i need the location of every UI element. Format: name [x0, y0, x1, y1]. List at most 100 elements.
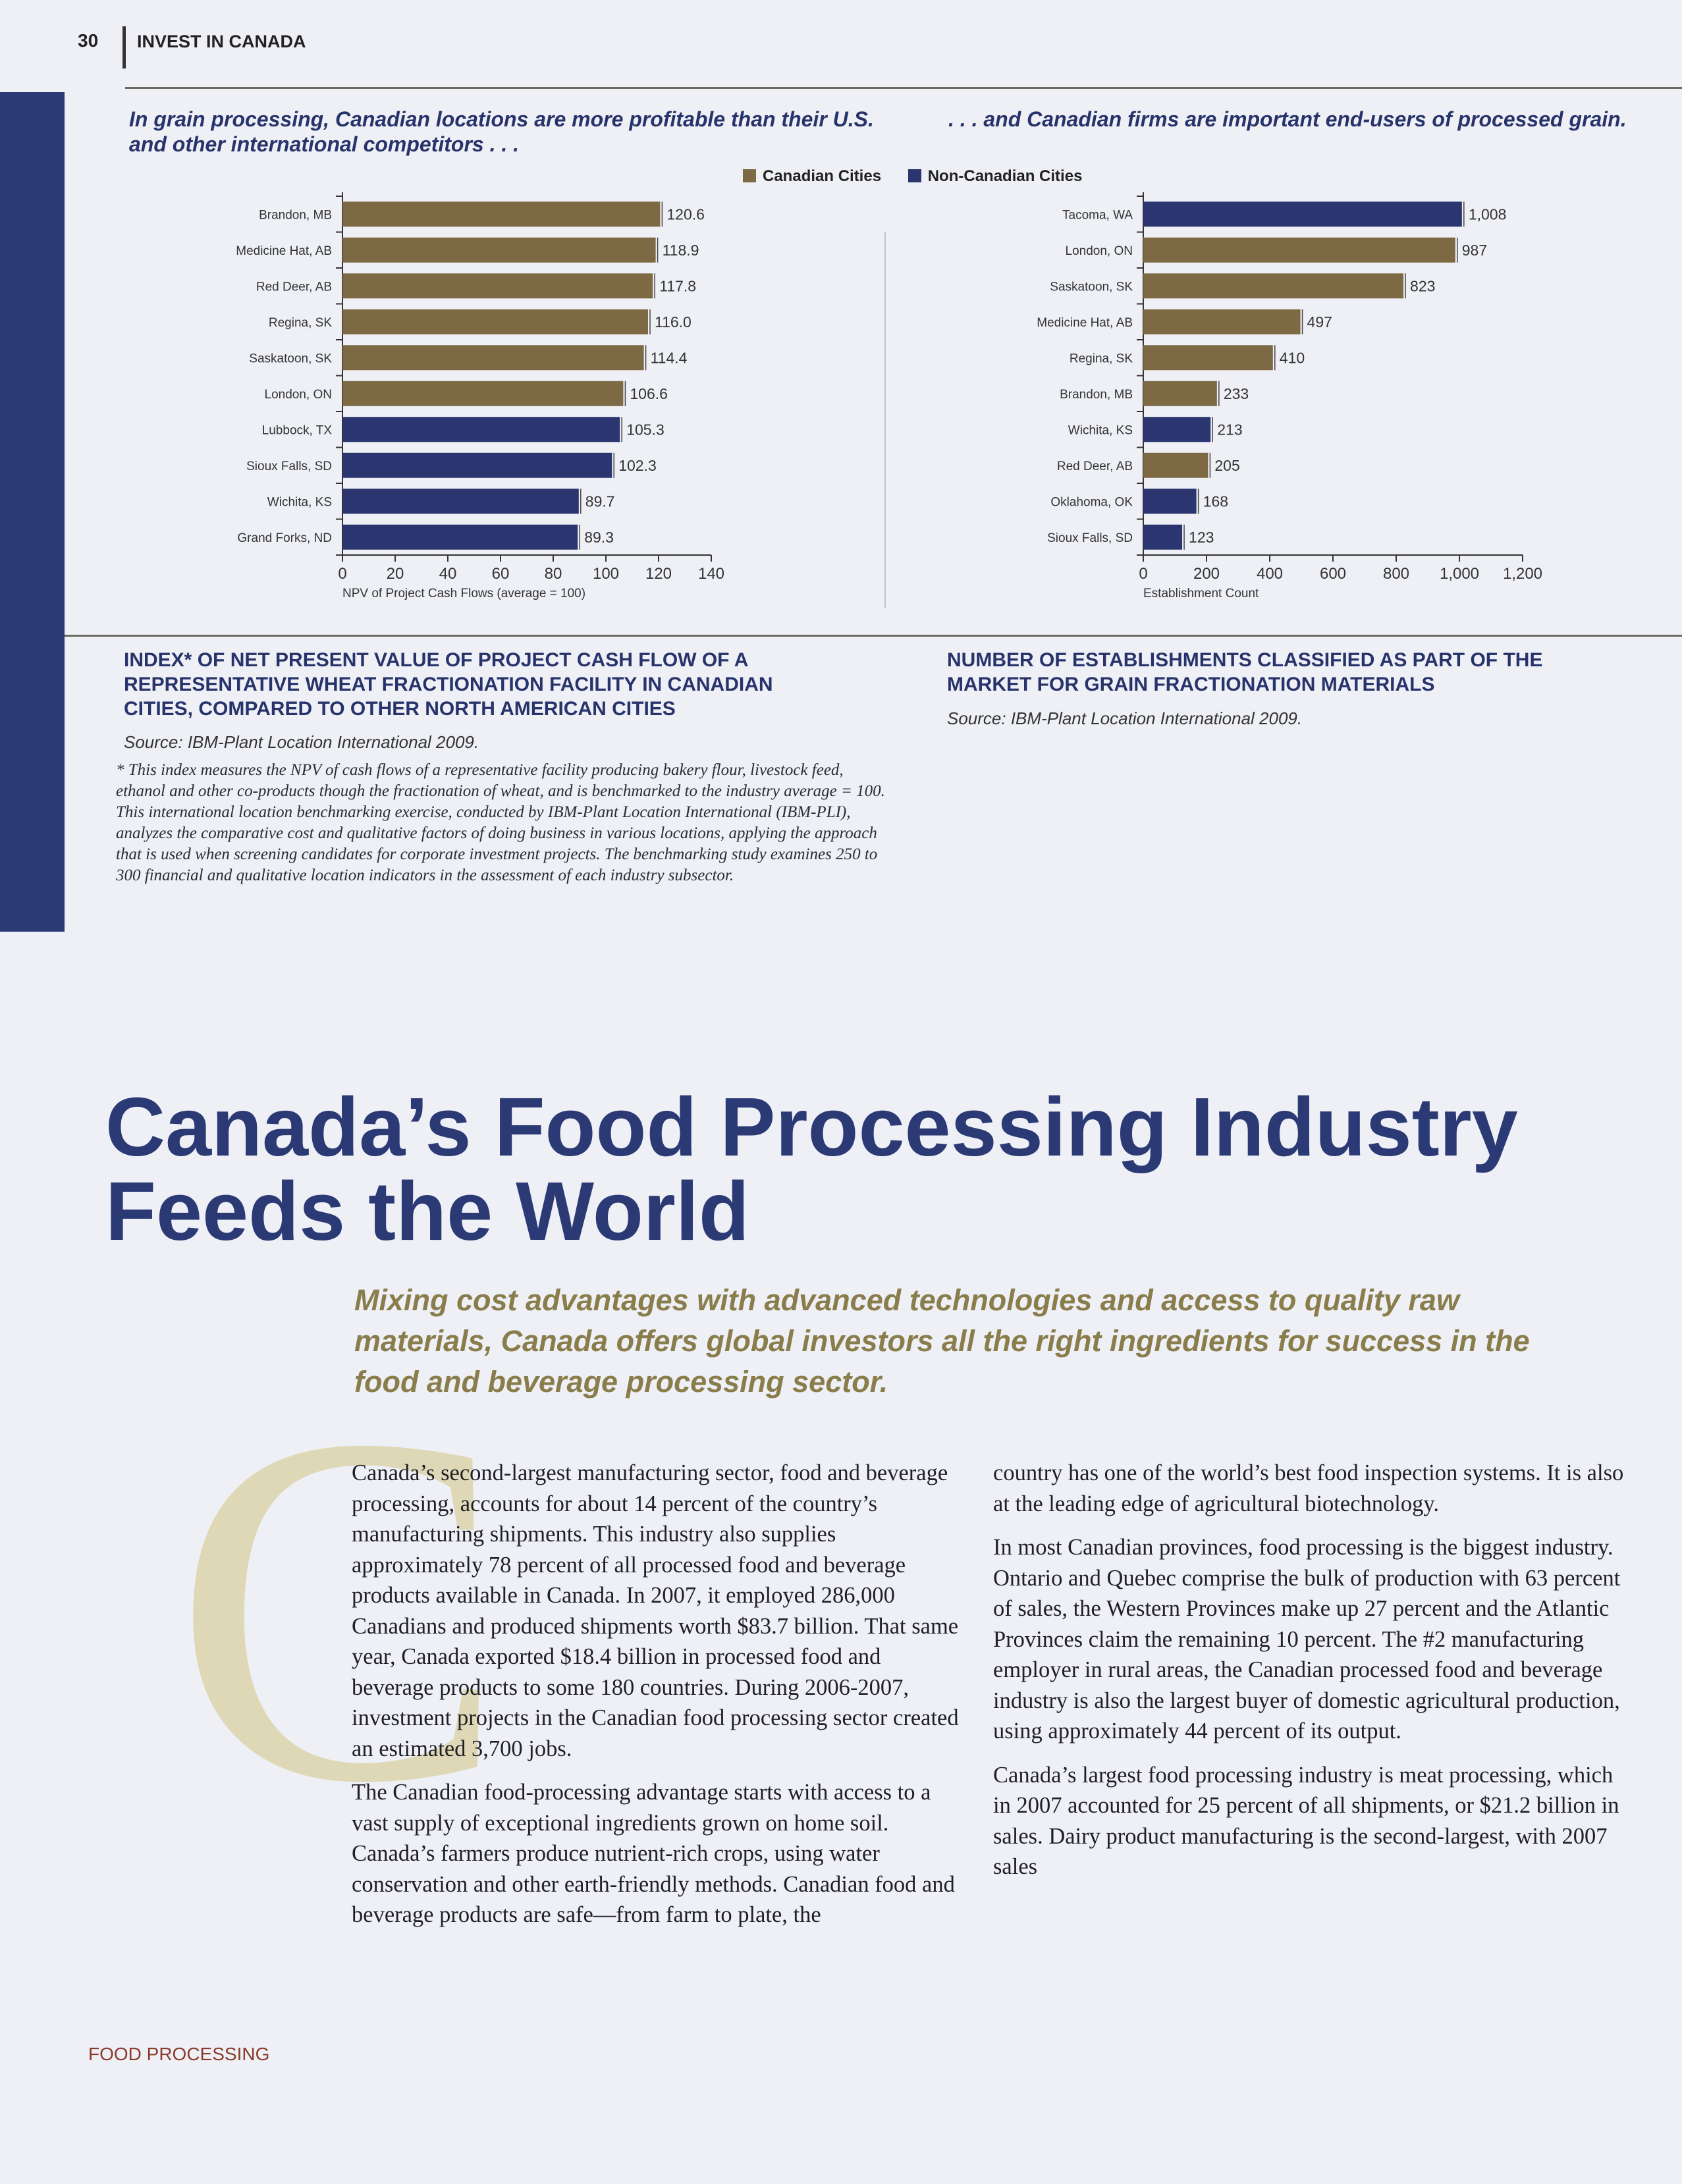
category-label: Regina, SK [1070, 352, 1133, 365]
x-tick-label: 140 [698, 565, 724, 583]
x-tick-label: 200 [1193, 565, 1220, 583]
category-label: London, ON [265, 388, 332, 402]
legend-swatch-non-canadian [908, 169, 921, 182]
legend-swatch-canadian [743, 169, 756, 182]
legend-item-canadian: Canadian Cities [743, 167, 881, 186]
category-label: Brandon, MB [1060, 388, 1133, 402]
article-title-line-2: Feeds the World [105, 1165, 749, 1258]
article-column-2: country has one of the world’s best food… [993, 1458, 1625, 1896]
category-label: Brandon, MB [259, 208, 332, 222]
paragraph: country has one of the world’s best food… [993, 1460, 1624, 1516]
chart-footnote: * This index measures the NPV of cash fl… [116, 761, 885, 884]
x-tick-label: 0 [1139, 565, 1147, 583]
category-label: London, ON [1066, 244, 1133, 258]
bar [1143, 381, 1217, 406]
left-chart-caption: In grain processing, Canadian locations … [129, 107, 874, 156]
bar-value-label: 105.3 [626, 421, 665, 438]
bar [1143, 309, 1301, 334]
section-title: INVEST IN CANADA [137, 32, 306, 51]
establishment-count-bar-chart: Tacoma, WA 1,008 London, ON 987 Saskatoon, S… [1037, 192, 1542, 600]
left-heading-line-2: REPRESENTATIVE WHEAT FRACTIONATION FACIL… [124, 674, 773, 695]
bar [1143, 237, 1455, 263]
page-number: 30 [78, 30, 99, 51]
paragraph: In most Canadian provinces, food process… [993, 1535, 1621, 1744]
category-label: Regina, SK [269, 316, 332, 330]
legend-label-canadian: Canadian Cities [763, 167, 882, 185]
category-label: Sioux Falls, SD [246, 460, 332, 473]
article-title: Canada’s Food Processing Industry Feeds … [105, 1085, 1620, 1254]
bar [1143, 345, 1273, 371]
category-label: Red Deer, AB [256, 280, 332, 294]
right-chart-heading: NUMBER OF ESTABLISHMENTS CLASSIFIED AS P… [947, 648, 1619, 697]
x-tick-label: 120 [645, 565, 672, 583]
x-tick-label: 0 [338, 565, 346, 583]
header-separator [122, 26, 126, 68]
category-label: Wichita, KS [267, 495, 332, 509]
bar-value-label: 89.7 [585, 493, 615, 510]
bar [1143, 201, 1462, 227]
category-label: Saskatoon, SK [249, 352, 332, 365]
x-axis-title: Establishment Count [1143, 587, 1259, 600]
bar [342, 452, 612, 478]
footer-section-label: FOOD PROCESSING [88, 2044, 270, 2064]
article-subtitle: Mixing cost advantages with advanced tec… [354, 1283, 1530, 1398]
bar [342, 489, 579, 514]
bar-value-label: 410 [1280, 349, 1305, 366]
top-divider [125, 87, 1682, 89]
paragraph: Canada’s second-largest manufacturing se… [352, 1460, 959, 1761]
bar-value-label: 120.6 [666, 205, 705, 223]
bar-value-label: 114.4 [651, 349, 688, 366]
chart-divider [884, 232, 886, 608]
category-label: Medicine Hat, AB [236, 244, 332, 258]
bar-value-label: 123 [1189, 529, 1214, 546]
bar-value-label: 89.3 [584, 529, 614, 546]
paragraph: The Canadian food-processing advantage s… [352, 1780, 955, 1927]
bar [342, 345, 644, 371]
x-tick-label: 100 [593, 565, 619, 583]
left-chart-heading: INDEX* OF NET PRESENT VALUE OF PROJECT C… [124, 648, 875, 721]
category-label: Grand Forks, ND [237, 531, 332, 545]
article-title-line-1: Canada’s Food Processing Industry [105, 1080, 1518, 1173]
bar-value-label: 823 [1410, 277, 1435, 294]
bar-value-label: 106.6 [630, 385, 668, 402]
bar [1143, 452, 1208, 478]
right-heading-line-1: NUMBER OF ESTABLISHMENTS CLASSIFIED AS P… [947, 649, 1543, 671]
drop-cap: C [173, 1332, 506, 1886]
bar [1143, 524, 1183, 550]
x-tick-label: 1,200 [1503, 565, 1542, 583]
npv-index-bar-chart: Brandon, MB 120.6 Medicine Hat, AB 118.9 Red… [236, 192, 724, 600]
x-tick-label: 80 [545, 565, 562, 583]
category-label: Tacoma, WA [1062, 208, 1133, 222]
bar-value-label: 233 [1224, 385, 1249, 402]
bar-value-label: 117.8 [659, 277, 696, 294]
bar [342, 237, 656, 263]
bar [342, 524, 578, 550]
chart-legend: Canadian Cities Non-Canadian Cities [743, 167, 1104, 186]
x-tick-label: 1,000 [1440, 565, 1479, 583]
category-label: Medicine Hat, AB [1037, 316, 1133, 330]
x-tick-label: 800 [1383, 565, 1409, 583]
bar [342, 417, 620, 442]
x-tick-label: 20 [387, 565, 404, 583]
category-label: Oklahoma, OK [1050, 495, 1133, 509]
right-chart-caption: . . . and Canadian firms are important e… [948, 107, 1627, 131]
bar-value-label: 987 [1462, 242, 1487, 259]
right-heading-line-2: MARKET FOR GRAIN FRACTIONATION MATERIALS [947, 674, 1435, 695]
bar [342, 309, 648, 334]
x-tick-label: 400 [1257, 565, 1283, 583]
bar [1143, 417, 1211, 442]
bar-value-label: 1,008 [1469, 205, 1507, 223]
bar-value-label: 116.0 [655, 313, 692, 331]
category-label: Saskatoon, SK [1050, 280, 1133, 294]
bar-value-label: 205 [1214, 457, 1239, 474]
left-heading-line-3: CITIES, COMPARED TO OTHER NORTH AMERICAN… [124, 698, 676, 720]
category-label: Red Deer, AB [1057, 460, 1133, 473]
bar-value-label: 118.9 [663, 242, 699, 259]
x-tick-label: 600 [1320, 565, 1346, 583]
bar-value-label: 497 [1307, 313, 1332, 331]
bar [342, 381, 624, 406]
chart-bottom-divider [65, 635, 1682, 637]
left-chart-source: Source: IBM-Plant Location International… [124, 732, 479, 752]
category-label: Lubbock, TX [262, 423, 333, 437]
bar [1143, 273, 1404, 299]
